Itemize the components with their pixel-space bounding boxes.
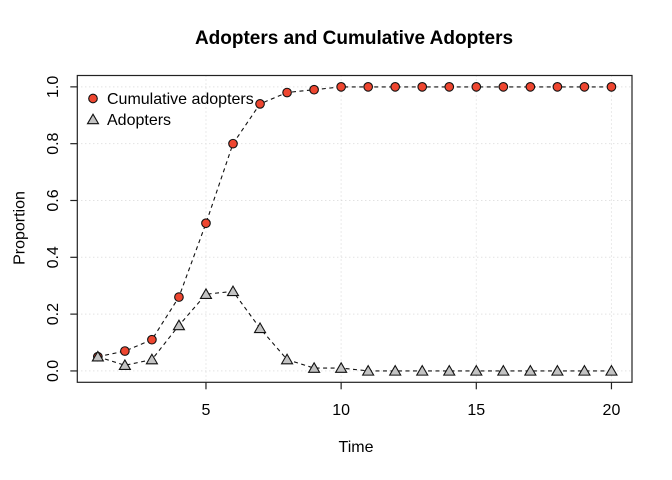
chart-title: Adopters and Cumulative Adopters: [195, 28, 513, 49]
y-tick-label-0.8: 0.8: [45, 132, 62, 154]
marker-triangle-t15: [469, 364, 483, 376]
series-layer: [91, 82, 618, 376]
legend-marker-circle: [88, 93, 98, 104]
plot-frame: [76, 74, 633, 383]
grid-layer: [77, 75, 632, 383]
x-axis-label: Time: [339, 439, 374, 456]
marker-circle-t7: [255, 99, 265, 109]
marker-circle-t15: [471, 82, 482, 92]
marker-triangle-t7: [253, 321, 267, 334]
y-tick-label-0.2: 0.2: [45, 303, 62, 325]
marker-circle-t14: [444, 82, 455, 92]
series-line-adopters: [97, 290, 612, 372]
marker-circle-t11: [363, 82, 374, 92]
marker-circle-t3: [147, 334, 157, 345]
marker-circle-t9: [309, 84, 319, 95]
marker-circle-t17: [525, 82, 536, 92]
legend-label-adopters: Adopters: [107, 112, 171, 129]
x-tick-label-5: 5: [202, 402, 211, 419]
marker-circle-t5: [201, 218, 211, 229]
y-axis-label: Proportion: [12, 191, 29, 265]
y-tick-label-0.4: 0.4: [45, 246, 62, 268]
x-tick-label-10: 10: [332, 402, 350, 419]
axes-layer: 5 10 15 20 0.0 0.2 0.4 0.6 0.8 1.0: [45, 74, 633, 419]
legend-marker-triangle: [86, 113, 100, 125]
marker-triangle-t3: [145, 353, 159, 365]
marker-triangle-t20: [605, 364, 618, 376]
marker-circle-t2: [120, 346, 130, 356]
marker-triangle-t11: [361, 364, 375, 376]
marker-triangle-t16: [496, 364, 510, 376]
legend-markers: [86, 93, 100, 125]
marker-triangle-t4: [172, 319, 186, 331]
x-tick-label-20: 20: [603, 402, 621, 419]
x-tick-label-15: 15: [467, 402, 485, 419]
y-tick-label-1.0: 1.0: [45, 76, 62, 98]
y-tick-label-0.6: 0.6: [45, 189, 62, 211]
marker-triangle-t6: [226, 284, 240, 297]
marker-triangle-t12: [388, 364, 402, 376]
marker-circle-t12: [390, 82, 401, 92]
marker-triangle-t18: [550, 364, 564, 376]
marker-circle-t6: [228, 138, 238, 149]
y-tick-label-0.0: 0.0: [45, 360, 62, 382]
legend: Cumulative adopters Adopters: [86, 91, 254, 129]
marker-triangle-t10: [334, 361, 348, 373]
marker-triangle-t8: [280, 353, 294, 365]
marker-triangle-t5: [199, 287, 213, 299]
marker-triangle-t1: [91, 350, 105, 362]
marker-circle-t10: [336, 82, 346, 92]
legend-label-cumulative-adopters: Cumulative adopters: [107, 91, 254, 108]
marker-circle-t18: [552, 82, 563, 92]
series-line-cumulative-adopters: [97, 86, 612, 358]
marker-circle-t8: [282, 87, 292, 98]
marker-triangle-t13: [415, 364, 429, 376]
marker-circle-t13: [417, 82, 428, 92]
marker-circle-t16: [498, 82, 509, 92]
marker-triangle-t19: [577, 364, 591, 376]
marker-circle-t19: [579, 82, 590, 92]
marker-triangle-t9: [307, 361, 321, 373]
marker-circle-t20: [606, 82, 617, 92]
marker-triangle-t17: [523, 364, 537, 376]
marker-triangle-t14: [442, 364, 456, 376]
marker-triangle-t2: [118, 358, 132, 371]
marker-circle-t4: [174, 292, 184, 302]
